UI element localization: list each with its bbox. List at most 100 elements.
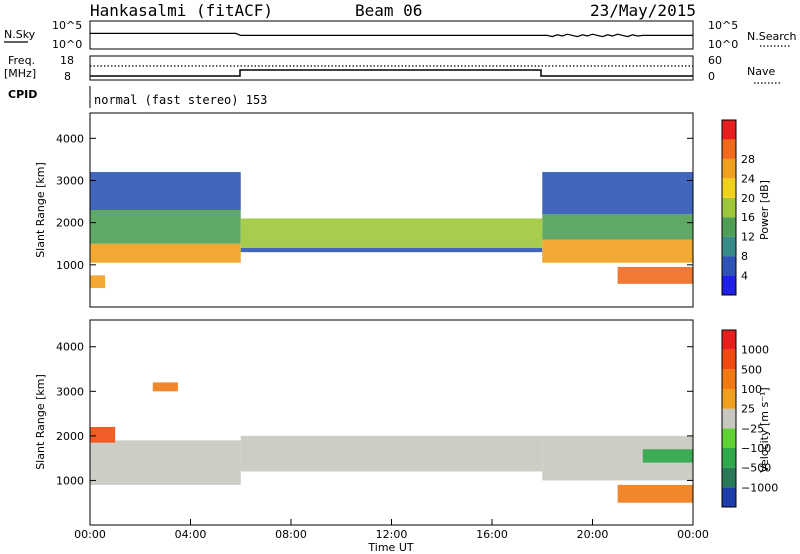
data-band (240, 218, 543, 248)
freq-label-1: Freq. (8, 54, 35, 67)
x-tick-label: 20:00 (577, 528, 609, 541)
date-title: 23/May/2015 (590, 1, 696, 20)
data-band (152, 382, 178, 392)
x-tick-label: 04:00 (175, 528, 207, 541)
y-tick-label: 2000 (56, 217, 84, 230)
y-tick-label: 4000 (56, 341, 84, 354)
power-colorbar: 4 8 12 16 20 24 28 (721, 119, 755, 296)
colorbar-swatch (722, 448, 736, 468)
data-band (542, 172, 693, 215)
station-title: Hankasalmi (fitACF) (90, 1, 273, 20)
velocity-colorbar-tick: 25 (741, 403, 755, 416)
colorbar-swatch (722, 120, 736, 140)
colorbar-swatch (722, 197, 736, 218)
velocity-colorbar-tick: −100 (741, 442, 771, 455)
noise-panel: N.Sky 10^5 10^0 10^5 10^0 N.Search (4, 19, 797, 51)
colorbar-swatch (722, 139, 736, 159)
colorbar-swatch (722, 178, 736, 198)
noise-right-tick-bottom: 10^0 (708, 38, 738, 51)
y-tick-label: 1000 (56, 474, 84, 487)
data-band (542, 239, 693, 263)
x-tick-label: 08:00 (275, 528, 307, 541)
freq-left-tick-top: 18 (60, 54, 74, 67)
data-band (90, 440, 241, 485)
colorbar-frame (721, 329, 737, 508)
power-data-marks (90, 172, 693, 289)
noise-right-tick-top: 10^5 (708, 19, 738, 32)
power-panel: 1000 2000 3000 4000 Slant Range [km] 4 8 12 16… (34, 112, 771, 308)
freq-right-tick-top: 60 (708, 54, 722, 67)
freq-left-tick-bottom: 8 (64, 70, 71, 83)
velocity-colorbar: 1000 500 100 25 −25 −100 −500 −1000 (721, 329, 778, 508)
cpid-program: normal (fast stereo) 153 (94, 93, 267, 107)
x-tick-label: 00:00 (74, 528, 106, 541)
velocity-colorbar-tick: −25 (741, 422, 764, 435)
velocity-panel: 1000 2000 3000 4000 Slant Range [km] 1000 50… (34, 319, 778, 526)
colorbar-swatch (722, 217, 736, 237)
colorbar-swatch (722, 158, 736, 179)
data-band (90, 243, 241, 263)
data-band (90, 275, 106, 289)
colorbar-swatch (722, 330, 736, 350)
data-band (542, 214, 693, 240)
power-colorbar-tick: 28 (741, 153, 755, 166)
colorbar-swatch (722, 389, 736, 409)
noise-sky-trace (90, 32, 693, 38)
power-y-ticks: 1000 2000 3000 4000 (56, 132, 693, 272)
freq-label-2: [MHz] (4, 67, 36, 80)
noise-left-tick-top: 10^5 (52, 19, 82, 32)
freq-right-tick-bottom: 0 (708, 70, 715, 83)
cpid-panel: CPID normal (fast stereo) 153 (8, 86, 267, 108)
freq-panel: Freq. [MHz] 18 8 60 0 Nave (4, 54, 780, 84)
power-colorbar-tick: 8 (741, 250, 748, 263)
x-tick-label: 12:00 (376, 528, 408, 541)
velocity-colorbar-tick: −500 (741, 462, 771, 475)
colorbar-swatch (722, 275, 736, 295)
noise-left-tick-bottom: 10^0 (52, 38, 82, 51)
data-band (617, 484, 693, 503)
data-band (90, 210, 241, 244)
y-tick-label: 1000 (56, 259, 84, 272)
y-tick-label: 3000 (56, 385, 84, 398)
y-tick-label: 3000 (56, 174, 84, 187)
x-axis-label: Time UT (367, 541, 413, 554)
beam-title: Beam 06 (355, 1, 422, 20)
nave-label: Nave (747, 65, 775, 78)
velocity-ylabel: Slant Range [km] (34, 374, 47, 470)
data-band (90, 426, 116, 443)
velocity-colorbar-tick: 1000 (741, 344, 769, 357)
velocity-colorbar-tick: 500 (741, 363, 762, 376)
freq-trace (90, 69, 693, 77)
power-colorbar-label: Power [dB] (758, 180, 771, 240)
velocity-colorbar-tick: −1000 (741, 481, 778, 494)
x-tick-label: 00:00 (677, 528, 709, 541)
data-band (90, 172, 241, 210)
data-band (617, 266, 693, 284)
velocity-data-marks (90, 382, 693, 503)
colorbar-swatch (722, 408, 736, 429)
velocity-colorbar-tick: 100 (741, 383, 762, 396)
power-colorbar-tick: 4 (741, 270, 748, 283)
y-tick-label: 4000 (56, 132, 84, 145)
nsky-label: N.Sky (4, 28, 36, 41)
colorbar-swatch (722, 467, 736, 488)
y-tick-label: 2000 (56, 430, 84, 443)
colorbar-frame (721, 119, 737, 296)
colorbar-swatch (722, 428, 736, 448)
nsearch-label: N.Search (747, 30, 797, 43)
x-tick-label: 16:00 (476, 528, 508, 541)
data-band (240, 247, 543, 253)
velocity-plot-area (90, 320, 693, 525)
data-band (240, 435, 543, 472)
time-axis: 00:00 04:00 08:00 12:00 16:00 20:00 00:00 (74, 519, 709, 541)
velocity-colorbar-label: Velocity [m s⁻¹] (758, 387, 771, 472)
power-colorbar-tick: 16 (741, 211, 755, 224)
colorbar-swatch (722, 236, 736, 257)
colorbar-swatch (722, 487, 736, 507)
colorbar-swatch (722, 256, 736, 276)
power-frame (89, 112, 694, 308)
colorbar-swatch (722, 369, 736, 389)
power-colorbar-tick: 24 (741, 172, 755, 185)
velocity-y-ticks: 1000 2000 3000 4000 (56, 341, 693, 487)
